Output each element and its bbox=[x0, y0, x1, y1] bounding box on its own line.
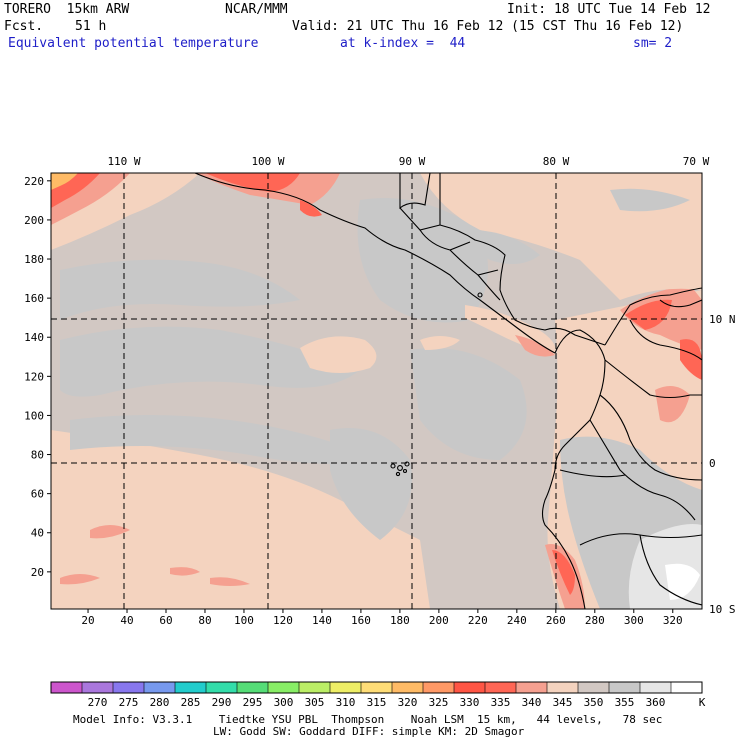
x-tick-label: 260 bbox=[546, 614, 566, 627]
x-tick-label: 200 bbox=[429, 614, 449, 627]
colorbar-unit: K bbox=[699, 696, 706, 709]
x-tick-label: 140 bbox=[312, 614, 332, 627]
y-tick-label: 80 bbox=[31, 449, 44, 462]
valid-time: Valid: 21 UTC Thu 16 Feb 12 (15 CST Thu … bbox=[292, 19, 684, 34]
y-tick-label: 140 bbox=[24, 331, 44, 344]
x-axis: 20 40 60 80 100 120 140 160 180 200 220 240 260 280 30… bbox=[81, 609, 683, 627]
colorbar-label: 335 bbox=[491, 696, 511, 709]
x-tick-label: 20 bbox=[81, 614, 94, 627]
colorbar-label: 355 bbox=[615, 696, 635, 709]
colorbar-swatch bbox=[423, 682, 455, 693]
latitude-labels: 10 N 0 10 S bbox=[709, 313, 736, 616]
y-tick-label: 180 bbox=[24, 253, 44, 266]
level-info: at k-index = 44 bbox=[340, 36, 466, 51]
y-tick-label: 200 bbox=[24, 214, 44, 227]
colorbar-label: 270 bbox=[88, 696, 108, 709]
x-tick-label: 80 bbox=[198, 614, 211, 627]
colorbar-swatch bbox=[640, 682, 672, 693]
field-shading bbox=[51, 173, 702, 609]
colorbar-swatch bbox=[330, 682, 362, 693]
colorbar-swatch bbox=[113, 682, 145, 693]
x-tick-label: 320 bbox=[663, 614, 683, 627]
y-tick-label: 60 bbox=[31, 488, 44, 501]
smoothing-info: sm= 2 bbox=[633, 36, 673, 51]
latitude-label: 10 N bbox=[709, 313, 736, 326]
colorbar-label: 290 bbox=[212, 696, 232, 709]
x-tick-label: 180 bbox=[390, 614, 410, 627]
colorbar-label: 280 bbox=[150, 696, 170, 709]
x-tick-label: 280 bbox=[585, 614, 605, 627]
colorbar-swatch bbox=[299, 682, 331, 693]
latitude-label: 10 S bbox=[709, 603, 736, 616]
longitude-label: 100 W bbox=[251, 155, 284, 168]
colorbar-swatch bbox=[485, 682, 517, 693]
colorbar-label: 275 bbox=[119, 696, 139, 709]
longitude-label: 90 W bbox=[399, 155, 426, 168]
y-tick-label: 160 bbox=[24, 292, 44, 305]
colorbar-frame bbox=[50, 681, 703, 694]
colorbar-swatch bbox=[175, 682, 207, 693]
colorbar-label: 320 bbox=[398, 696, 418, 709]
colorbar-label: 285 bbox=[181, 696, 201, 709]
colorbar-label: 340 bbox=[522, 696, 542, 709]
colorbar: 270 275 280 285 290 295 300 305 310 315 320 325 330 3… bbox=[50, 681, 706, 709]
x-tick-label: 240 bbox=[507, 614, 527, 627]
y-axis: 20 40 60 80 100 120 140 160 180 200 220 bbox=[24, 175, 51, 579]
y-tick-label: 20 bbox=[31, 566, 44, 579]
colorbar-label: 300 bbox=[274, 696, 294, 709]
colorbar-swatch bbox=[578, 682, 610, 693]
x-tick-label: 60 bbox=[159, 614, 172, 627]
y-tick-label: 120 bbox=[24, 370, 44, 383]
center-name: NCAR/MMM bbox=[225, 2, 288, 17]
y-tick-label: 40 bbox=[31, 527, 44, 540]
colorbar-label: 305 bbox=[305, 696, 325, 709]
x-tick-label: 40 bbox=[120, 614, 133, 627]
colorbar-swatch bbox=[144, 682, 176, 693]
forecast-hour: 51 h bbox=[75, 19, 107, 34]
longitude-labels: 110 W 100 W 90 W 80 W 70 W bbox=[107, 155, 709, 168]
colorbar-swatch bbox=[361, 682, 393, 693]
colorbar-swatch bbox=[671, 682, 703, 693]
colorbar-swatch bbox=[237, 682, 269, 693]
coastlines bbox=[194, 173, 702, 609]
colorbar-label: 295 bbox=[243, 696, 263, 709]
colorbar-swatch bbox=[609, 682, 641, 693]
colorbar-swatch bbox=[516, 682, 548, 693]
colorbar-label: 325 bbox=[429, 696, 449, 709]
colorbar-label: 315 bbox=[367, 696, 387, 709]
colorbar-swatch bbox=[206, 682, 238, 693]
forecast-label: Fcst. bbox=[4, 19, 44, 34]
colorbar-label: 350 bbox=[584, 696, 604, 709]
colorbar-swatch bbox=[82, 682, 114, 693]
model-info-line1: Model Info: V3.3.1 Tiedtke YSU PBL Thomp… bbox=[73, 713, 663, 726]
x-tick-label: 120 bbox=[273, 614, 293, 627]
y-tick-label: 220 bbox=[24, 175, 44, 188]
lat-lon-grid bbox=[51, 173, 702, 609]
y-tick-label: 100 bbox=[24, 409, 44, 422]
field-name: Equivalent potential temperature bbox=[8, 36, 259, 51]
colorbar-swatch bbox=[51, 682, 83, 693]
colorbar-label: 310 bbox=[336, 696, 356, 709]
colorbar-swatch bbox=[392, 682, 424, 693]
x-tick-label: 100 bbox=[234, 614, 254, 627]
x-tick-label: 220 bbox=[468, 614, 488, 627]
latitude-label: 0 bbox=[709, 457, 716, 470]
longitude-label: 110 W bbox=[107, 155, 140, 168]
colorbar-label: 360 bbox=[646, 696, 666, 709]
map-frame bbox=[50, 172, 703, 610]
longitude-label: 70 W bbox=[683, 155, 710, 168]
colorbar-swatch bbox=[268, 682, 300, 693]
colorbar-label: 330 bbox=[460, 696, 480, 709]
colorbar-swatch bbox=[454, 682, 486, 693]
init-time: Init: 18 UTC Tue 14 Feb 12 bbox=[507, 2, 711, 17]
model-info-line2: LW: Godd SW: Goddard DIFF: simple KM: 2D… bbox=[213, 725, 525, 738]
x-tick-label: 300 bbox=[624, 614, 644, 627]
model-title: TORERO 15km ARW bbox=[4, 2, 130, 17]
colorbar-label: 345 bbox=[553, 696, 573, 709]
x-tick-label: 160 bbox=[351, 614, 371, 627]
longitude-label: 80 W bbox=[543, 155, 570, 168]
colorbar-swatch bbox=[547, 682, 579, 693]
